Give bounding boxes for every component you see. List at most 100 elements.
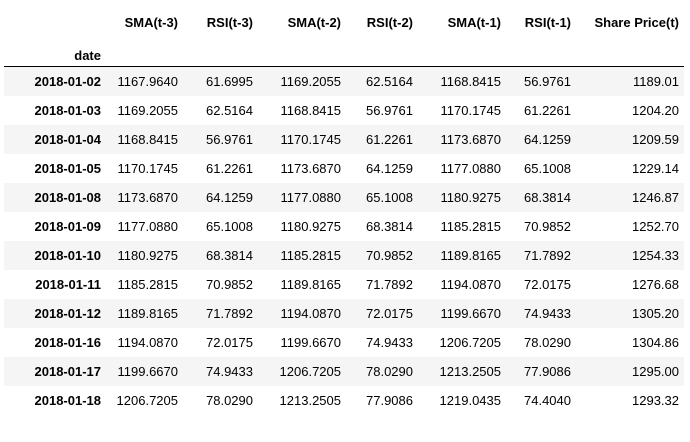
column-header: RSI(t-1) bbox=[524, 14, 571, 30]
table-cell: 62.5164 bbox=[366, 73, 413, 89]
table-cell: 1194.0870 bbox=[280, 305, 342, 321]
table-cell: 72.0175 bbox=[366, 305, 413, 321]
table-cell: 1189.8165 bbox=[440, 247, 502, 263]
table-cell: 1199.6670 bbox=[440, 305, 502, 321]
row-index-date: 2018-01-11 bbox=[35, 276, 101, 292]
table-cell: 1189.8165 bbox=[117, 305, 179, 321]
table-cell: 64.1259 bbox=[366, 160, 413, 176]
table-cell: 62.5164 bbox=[206, 102, 253, 118]
column-header: SMA(t-3) bbox=[124, 14, 178, 30]
table-cell: 61.2261 bbox=[206, 160, 253, 176]
table-cell: 1168.8415 bbox=[117, 131, 179, 147]
row-index-date: 2018-01-10 bbox=[34, 247, 102, 263]
table-cell: 1252.70 bbox=[632, 218, 679, 234]
table-cell: 1206.7205 bbox=[439, 334, 501, 350]
table-cell: 70.9852 bbox=[524, 218, 571, 234]
table-cell: 1185.2815 bbox=[117, 276, 179, 292]
column-header-row: SMA(t-3) RSI(t-3) SMA(t-2) RSI(t-2) SMA(… bbox=[4, 0, 684, 44]
row-index-date: 2018-01-08 bbox=[34, 189, 102, 205]
table-row: 2018-01-05 1170.1745 61.2261 1173.6870 64.12… bbox=[4, 154, 684, 183]
row-index-date: 2018-01-17 bbox=[34, 363, 102, 379]
table-cell: 70.9852 bbox=[366, 247, 413, 263]
table-cell: 71.7892 bbox=[366, 276, 413, 292]
table-cell: 1170.1745 bbox=[117, 160, 179, 176]
table-row: 2018-01-03 1169.2055 62.5164 1168.8415 56.97… bbox=[4, 96, 684, 125]
column-header: Share Price(t) bbox=[594, 14, 679, 30]
row-index-date: 2018-01-03 bbox=[34, 102, 102, 118]
table-cell: 1305.20 bbox=[632, 305, 679, 321]
column-header: SMA(t-2) bbox=[287, 14, 341, 30]
table-body: 2018-01-02 1167.9640 61.6995 1169.2055 62.51… bbox=[4, 66, 684, 415]
table-cell: 1206.7205 bbox=[279, 363, 341, 379]
table-cell: 1180.9275 bbox=[117, 247, 179, 263]
table-cell: 61.2261 bbox=[366, 131, 413, 147]
table-cell: 1209.59 bbox=[632, 131, 679, 147]
table-cell: 1167.9640 bbox=[117, 73, 179, 89]
column-header: RSI(t-2) bbox=[366, 14, 413, 30]
table-cell: 56.9761 bbox=[206, 131, 253, 147]
table-cell: 1276.68 bbox=[632, 276, 679, 292]
table-cell: 1194.0870 bbox=[117, 334, 179, 350]
table-cell: 68.3814 bbox=[524, 189, 571, 205]
table-cell: 65.1008 bbox=[366, 189, 413, 205]
table-cell: 1169.2055 bbox=[117, 102, 179, 118]
table-cell: 74.4040 bbox=[524, 392, 571, 408]
table-cell: 72.0175 bbox=[524, 276, 571, 292]
table-cell: 1180.9275 bbox=[440, 189, 502, 205]
table-cell: 1204.20 bbox=[632, 102, 679, 118]
table-cell: 64.1259 bbox=[206, 189, 253, 205]
table-row: 2018-01-16 1194.0870 72.0175 1199.6670 74.94… bbox=[4, 328, 684, 357]
table-cell: 1194.0870 bbox=[440, 276, 502, 292]
table-cell: 1177.0880 bbox=[440, 160, 502, 176]
table-cell: 1199.6670 bbox=[280, 334, 342, 350]
index-name-label: date bbox=[74, 47, 101, 63]
table-cell: 78.0290 bbox=[366, 363, 413, 379]
table-row: 2018-01-08 1173.6870 64.1259 1177.0880 65.10… bbox=[4, 182, 684, 212]
row-index-date: 2018-01-09 bbox=[34, 218, 102, 234]
table-cell: 1170.1745 bbox=[440, 102, 502, 118]
table-row: 2018-01-18 1206.7205 78.0290 1213.2505 77.90… bbox=[4, 386, 684, 415]
table-cell: 1173.6870 bbox=[440, 131, 502, 147]
table-cell: 74.9433 bbox=[206, 363, 253, 379]
table-row: 2018-01-10 1180.9275 68.3814 1185.2815 70.98… bbox=[4, 240, 684, 270]
table-cell: 1168.8415 bbox=[280, 102, 342, 118]
table-cell: 1189.8165 bbox=[280, 276, 342, 292]
table-cell: 56.9761 bbox=[366, 102, 413, 118]
table-row: 2018-01-04 1168.8415 56.9761 1170.1745 61.22… bbox=[4, 124, 684, 154]
table-cell: 78.0290 bbox=[206, 392, 253, 408]
table-row: 2018-01-12 1189.8165 71.7892 1194.0870 72.01… bbox=[4, 298, 684, 328]
table-cell: 68.3814 bbox=[366, 218, 413, 234]
table-cell: 1254.33 bbox=[632, 247, 679, 263]
row-index-date: 2018-01-16 bbox=[34, 334, 102, 350]
table-row: 2018-01-02 1167.9640 61.6995 1169.2055 62.51… bbox=[4, 66, 684, 96]
table-cell: 1169.2055 bbox=[280, 73, 342, 89]
index-name-row: date bbox=[4, 44, 684, 67]
column-header: RSI(t-3) bbox=[206, 14, 253, 30]
table-cell: 65.1008 bbox=[206, 218, 253, 234]
table-cell: 1189.01 bbox=[632, 73, 679, 89]
table-cell: 1177.0880 bbox=[117, 218, 179, 234]
column-header: SMA(t-1) bbox=[447, 14, 501, 30]
table-cell: 71.7892 bbox=[524, 247, 571, 263]
row-index-date: 2018-01-05 bbox=[34, 160, 102, 176]
table-cell: 1180.9275 bbox=[280, 218, 342, 234]
table-cell: 77.9086 bbox=[366, 392, 413, 408]
table-row: 2018-01-09 1177.0880 65.1008 1180.9275 68.38… bbox=[4, 212, 684, 241]
table-cell: 61.6995 bbox=[206, 73, 253, 89]
table-row: 2018-01-17 1199.6670 74.9433 1206.7205 78.02… bbox=[4, 356, 684, 386]
table-cell: 1173.6870 bbox=[280, 160, 342, 176]
table-row: 2018-01-11 1185.2815 70.9852 1189.8165 71.78… bbox=[4, 270, 684, 299]
table-cell: 1170.1745 bbox=[280, 131, 342, 147]
table-cell: 1206.7205 bbox=[116, 392, 178, 408]
row-index-date: 2018-01-02 bbox=[34, 73, 102, 89]
table-cell: 61.2261 bbox=[524, 102, 571, 118]
table-cell: 1173.6870 bbox=[117, 189, 179, 205]
row-index-date: 2018-01-12 bbox=[34, 305, 102, 321]
table-cell: 77.9086 bbox=[524, 363, 571, 379]
table-cell: 1213.2505 bbox=[279, 392, 341, 408]
table-cell: 74.9433 bbox=[524, 305, 571, 321]
table-cell: 70.9852 bbox=[206, 276, 253, 292]
table-cell: 1199.6670 bbox=[117, 363, 179, 379]
table-cell: 64.1259 bbox=[524, 131, 571, 147]
